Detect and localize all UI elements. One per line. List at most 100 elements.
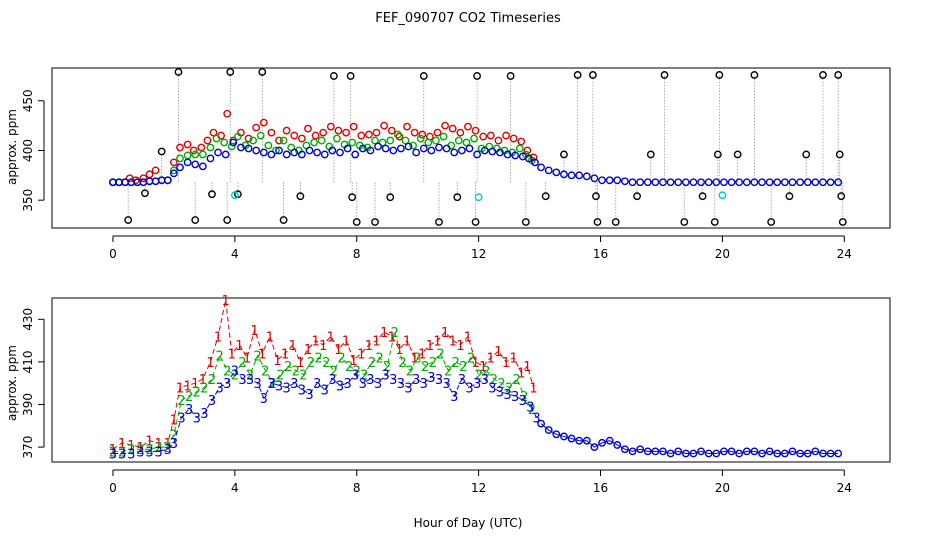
data-point-label: 2	[170, 428, 178, 443]
data-point-label: 3	[298, 384, 306, 399]
data-point	[333, 134, 341, 143]
data-point-label: 1	[127, 439, 135, 454]
data-point	[326, 122, 335, 131]
data-point	[544, 166, 553, 175]
data-point	[524, 154, 533, 163]
data-point	[643, 447, 652, 456]
data-point	[471, 126, 480, 135]
data-point	[203, 136, 212, 145]
data-point	[151, 166, 160, 175]
data-point	[613, 176, 622, 185]
data-point	[613, 441, 622, 449]
data-point	[785, 192, 794, 201]
data-point	[560, 170, 568, 179]
data-point	[349, 122, 358, 131]
data-point	[494, 136, 503, 145]
data-point	[742, 447, 751, 456]
data-point-label: 1	[365, 339, 373, 354]
data-point-label: 1	[502, 356, 510, 371]
data-point	[348, 193, 357, 202]
data-point-label: 3	[473, 377, 481, 392]
data-point	[735, 449, 744, 458]
data-point	[403, 122, 411, 131]
data-point-label: 2	[482, 364, 490, 379]
data-point-label: 3	[359, 377, 367, 392]
data-point	[124, 216, 133, 224]
data-point	[311, 131, 320, 140]
data-point	[488, 147, 497, 156]
data-point-label: 3	[127, 447, 135, 462]
data-point	[366, 146, 375, 155]
data-point	[229, 138, 238, 147]
data-point-label: 3	[343, 377, 351, 392]
data-point-label: 1	[118, 437, 126, 452]
data-point	[279, 136, 288, 145]
data-point	[409, 141, 418, 150]
data-point-label: 2	[269, 377, 277, 392]
data-point	[348, 138, 357, 147]
data-point	[593, 218, 602, 226]
data-point	[282, 150, 291, 159]
series-line	[112, 300, 534, 450]
data-point	[163, 176, 172, 185]
data-point	[227, 142, 236, 151]
data-point	[336, 148, 344, 157]
data-point	[395, 132, 404, 141]
x-tick-label: 16	[593, 247, 608, 261]
data-point	[464, 122, 472, 131]
data-point-label: 1	[510, 352, 518, 367]
data-point-label: 3	[503, 388, 511, 403]
y-tick-label: 430	[21, 308, 35, 331]
data-point-label: 3	[496, 386, 504, 401]
data-point	[317, 136, 326, 145]
data-point	[169, 166, 178, 175]
data-point	[389, 146, 398, 155]
data-point-label: 1	[357, 347, 365, 362]
data-point	[567, 434, 576, 443]
data-point-label: 2	[337, 352, 345, 367]
data-point	[575, 436, 584, 445]
data-point-label: 1	[403, 335, 411, 350]
data-point-label: 3	[526, 401, 534, 416]
data-point	[758, 449, 766, 458]
data-point	[598, 438, 606, 447]
data-point	[139, 174, 148, 183]
data-point	[666, 449, 675, 458]
x-tick-label: 0	[109, 481, 117, 495]
data-point	[378, 138, 387, 147]
data-point	[636, 178, 645, 187]
data-point-label: 3	[481, 373, 489, 388]
data-point-label: 2	[208, 373, 216, 388]
data-point	[433, 128, 442, 137]
data-point	[473, 72, 481, 80]
data-point	[183, 140, 192, 149]
data-point	[750, 447, 759, 456]
data-point	[290, 148, 299, 157]
data-point	[457, 146, 466, 155]
data-point-label: 2	[215, 350, 223, 365]
data-point	[515, 144, 524, 153]
data-point	[765, 447, 774, 456]
data-point	[424, 138, 433, 147]
data-point-label: 3	[193, 411, 201, 426]
data-point	[573, 71, 582, 79]
y-tick-label: 370	[21, 436, 35, 459]
data-point-label: 2	[164, 441, 172, 456]
data-point	[720, 447, 728, 456]
x-tick-label: 4	[231, 481, 239, 495]
data-point-label: 1	[145, 435, 153, 450]
data-point-label: 3	[336, 379, 344, 394]
data-point	[811, 447, 820, 456]
data-point	[643, 178, 652, 187]
data-point-label: 1	[109, 443, 117, 458]
series-line	[112, 331, 533, 452]
data-point	[802, 150, 811, 159]
data-point	[198, 150, 207, 159]
data-point	[803, 178, 812, 187]
data-point	[380, 121, 389, 130]
series-3	[537, 419, 843, 458]
data-point-label: 1	[464, 330, 472, 345]
x-tick-label: 24	[837, 481, 852, 495]
data-point	[131, 176, 140, 185]
plot-frame	[51, 297, 891, 463]
